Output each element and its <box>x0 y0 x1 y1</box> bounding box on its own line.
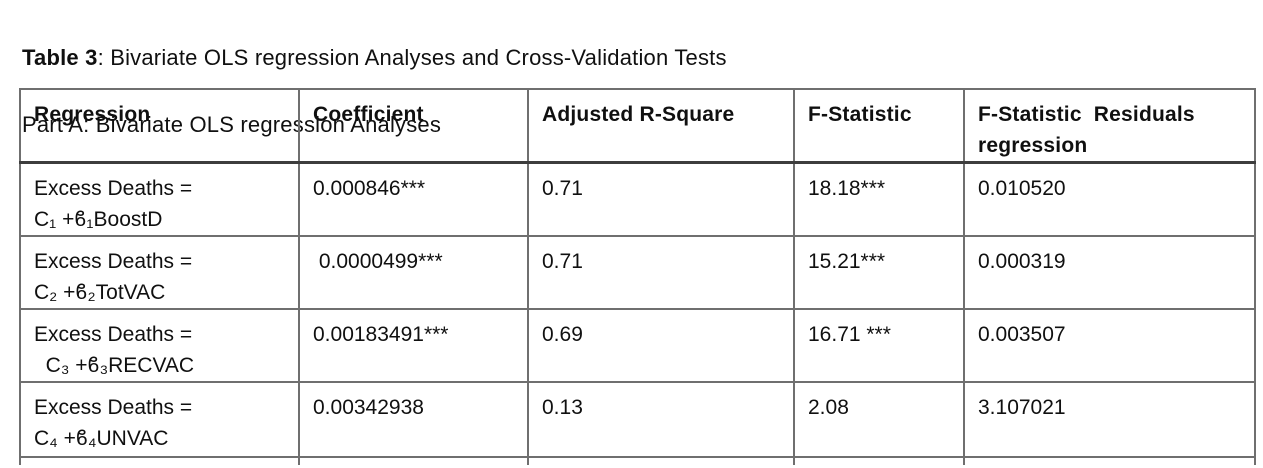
formula-line: Excess Deaths = <box>34 177 193 200</box>
cell-adjusted-r-square: 0.71 <box>527 161 795 237</box>
table-title-text: : Bivariate OLS regression Analyses and … <box>97 45 727 70</box>
cell-truncated <box>19 456 300 465</box>
cell-regression-formula: Excess Deaths = C₃ +ϐ₃RECVAC <box>19 308 300 383</box>
cell-regression-formula: Excess Deaths = C₄ +ϐ₄UNVAC <box>19 381 300 458</box>
table-row-totvac: Excess Deaths = C₂ +ϐ₂TotVAC 0.0000499***… <box>19 235 1256 310</box>
table-row-recvac: Excess Deaths = C₃ +ϐ₃RECVAC 0.00183491*… <box>19 308 1256 383</box>
formula-line: Excess Deaths = <box>34 396 193 419</box>
cell-coefficient: 0.00342938 <box>298 381 529 458</box>
formula-line: C₃ +ϐ₃RECVAC <box>34 354 195 377</box>
cell-f-statistic-residuals: 3.107021 <box>963 381 1256 458</box>
table-title-number: Table 3 <box>22 45 98 70</box>
table-row-truncated <box>19 456 1256 465</box>
cell-f-statistic: 18.18*** <box>793 161 965 237</box>
cell-adjusted-r-square: 0.71 <box>527 235 795 310</box>
table-row-unvac: Excess Deaths = C₄ +ϐ₄UNVAC 0.00342938 0.… <box>19 381 1256 458</box>
header-line: Coefficient <box>313 103 424 126</box>
table-row-boostd: Excess Deaths = C₁ +ϐ₁BoostD 0.000846*** … <box>19 161 1256 237</box>
cell-coefficient: 0.0000499*** <box>298 235 529 310</box>
cell-truncated <box>793 456 965 465</box>
cell-f-statistic-residuals: 0.000319 <box>963 235 1256 310</box>
header-line: F-Statistic Residuals <box>978 103 1195 126</box>
cell-regression-formula: Excess Deaths = C₂ +ϐ₂TotVAC <box>19 235 300 310</box>
formula-line: Excess Deaths = <box>34 323 193 346</box>
formula-line: Excess Deaths = <box>34 250 193 273</box>
column-header-f-statistic-residuals: F-Statistic Residuals regression <box>963 88 1256 164</box>
cell-f-statistic: 15.21*** <box>793 235 965 310</box>
cell-truncated <box>298 456 529 465</box>
cell-truncated <box>963 456 1256 465</box>
cell-adjusted-r-square: 0.69 <box>527 308 795 383</box>
column-header-adjusted-r-square: Adjusted R-Square <box>527 88 795 164</box>
table-title: Table 3: Bivariate OLS regression Analys… <box>22 42 727 73</box>
cell-regression-formula: Excess Deaths = C₁ +ϐ₁BoostD <box>19 161 300 237</box>
formula-line: C₄ +ϐ₄UNVAC <box>34 427 169 450</box>
column-header-f-statistic: F-Statistic <box>793 88 965 164</box>
cell-f-statistic-residuals: 0.010520 <box>963 161 1256 237</box>
cell-coefficient: 0.00183491*** <box>298 308 529 383</box>
cell-adjusted-r-square: 0.13 <box>527 381 795 458</box>
cell-f-statistic-residuals: 0.003507 <box>963 308 1256 383</box>
table-header-row: Regression Coefficient Adjusted R-Square… <box>19 88 1256 164</box>
cell-coefficient: 0.000846*** <box>298 161 529 237</box>
cell-f-statistic: 2.08 <box>793 381 965 458</box>
header-line: Adjusted R-Square <box>542 103 735 126</box>
header-line: Regression <box>34 103 151 126</box>
column-header-regression: Regression <box>19 88 300 164</box>
column-header-coefficient: Coefficient <box>298 88 529 164</box>
formula-line: C₁ +ϐ₁BoostD <box>34 208 163 231</box>
header-line: regression <box>978 134 1088 157</box>
formula-line: C₂ +ϐ₂TotVAC <box>34 281 166 304</box>
regression-results-table: Regression Coefficient Adjusted R-Square… <box>19 88 1256 465</box>
header-line: F-Statistic <box>808 103 912 126</box>
cell-f-statistic: 16.71 *** <box>793 308 965 383</box>
cell-truncated <box>527 456 795 465</box>
